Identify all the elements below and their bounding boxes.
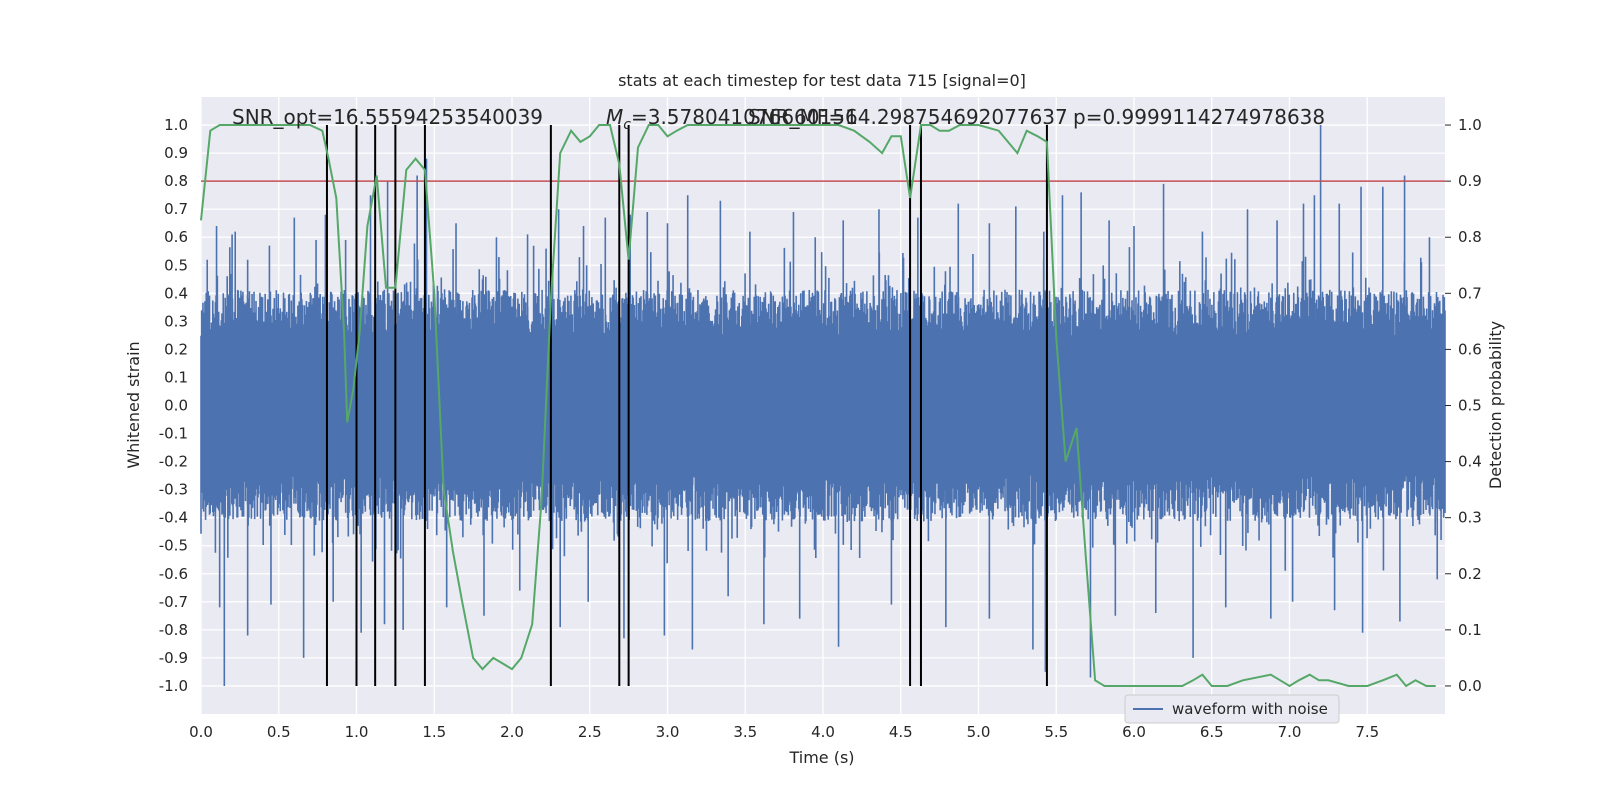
x-tick-label: 2.5 — [578, 723, 602, 741]
y-left-tick-label: 0.9 — [164, 144, 188, 162]
x-tick-label: 0.0 — [189, 723, 213, 741]
detection-probability-line — [200, 124, 1436, 688]
y-left-tick-label: 0.8 — [164, 172, 188, 190]
x-tick-label: 6.0 — [1122, 723, 1146, 741]
x-tick-label: 5.5 — [1044, 723, 1068, 741]
y-left-tick-label: -0.7 — [159, 593, 188, 611]
y-right-tick-label: 0.9 — [1458, 172, 1482, 190]
chirp-mass-annotation: Mc=3.578041076660156 — [606, 105, 858, 133]
y-left-tick-label: 0.3 — [164, 312, 188, 330]
legend-label-waveform: waveform with noise — [1172, 700, 1328, 718]
y-left-tick-label: 0.7 — [164, 200, 188, 218]
y-left-tick-label: 1.0 — [164, 116, 188, 134]
y-left-tick-label: -0.2 — [159, 453, 188, 471]
legend-box — [1124, 694, 1340, 724]
x-tick-label: 5.0 — [967, 723, 991, 741]
y-left-tick-label: -0.8 — [159, 621, 188, 639]
legend: waveform with noise — [1124, 694, 1340, 724]
y-left-tick-label: -0.4 — [159, 509, 188, 527]
y-right-tick-label: 0.5 — [1458, 397, 1482, 415]
chart-title: stats at each timestep for test data 715… — [618, 71, 1026, 90]
p-value-annotation: p=0.9999114274978638 — [1073, 105, 1325, 129]
y-right-tick-label: 0.6 — [1458, 340, 1482, 358]
y-left-tick-label: 0.0 — [164, 397, 188, 415]
x-tick-label: 4.5 — [889, 723, 913, 741]
y-right-tick-labels: 1.0 0.9 0.8 0.7 0.6 0.5 0.4 0.3 0.2 0.1 0.0 — [1445, 116, 1482, 695]
x-tick-label: 7.0 — [1278, 723, 1302, 741]
x-tick-label: 3.0 — [656, 723, 680, 741]
y-right-axis-label: Detection probability — [1486, 321, 1505, 489]
y-right-tick-label: 0.2 — [1458, 565, 1482, 583]
chirp-mass-symbol: M — [606, 105, 623, 129]
y-left-tick-label: -0.6 — [159, 565, 188, 583]
y-left-tick-label: 0.1 — [164, 368, 188, 386]
x-tick-label: 6.5 — [1200, 723, 1224, 741]
y-left-tick-label: -0.5 — [159, 537, 188, 555]
snr-mf-annotation: SNR_MF=14.298754692077637 — [748, 105, 1068, 129]
vertical-markers — [325, 125, 1048, 686]
y-right-tick-label: 0.1 — [1458, 621, 1482, 639]
y-right-tick-label: 0.0 — [1458, 677, 1482, 695]
y-left-tick-label: 0.6 — [164, 228, 188, 246]
x-tick-label: 2.0 — [500, 723, 524, 741]
y-left-tick-label: 0.2 — [164, 340, 188, 358]
x-tick-label: 0.5 — [267, 723, 291, 741]
x-tick-label: 1.5 — [422, 723, 446, 741]
y-left-axis-label: Whitened strain — [124, 341, 143, 468]
y-left-tick-label: -1.0 — [159, 677, 188, 695]
y-right-tick-label: 0.4 — [1458, 453, 1482, 471]
y-left-tick-labels: 1.0 0.9 0.8 0.7 0.6 0.5 0.4 0.3 0.2 0.1 0.0 -0.1 -0.… — [159, 116, 188, 695]
y-right-tick-label: 0.8 — [1458, 228, 1482, 246]
x-tick-labels: 0.0 0.5 1.0 1.5 2.0 2.5 3.0 3.5 4.0 4.5 5.0 5.5 6.0 6… — [189, 723, 1379, 741]
y-right-tick-label: 1.0 — [1458, 116, 1482, 134]
chirp-mass-subscript: c — [623, 117, 631, 133]
y-right-tick-label: 0.7 — [1458, 284, 1482, 302]
x-axis-label: Time (s) — [788, 748, 854, 767]
x-tick-label: 4.0 — [811, 723, 835, 741]
y-left-tick-label: 0.4 — [164, 284, 188, 302]
y-left-tick-label: -0.1 — [159, 425, 188, 443]
y-left-tick-label: 0.5 — [164, 256, 188, 274]
snr-opt-annotation: SNR_opt=16.55594253540039 — [232, 105, 543, 129]
chirp-mass-value: =3.578041076660156 — [631, 105, 858, 129]
x-tick-label: 1.0 — [345, 723, 369, 741]
x-tick-label: 7.5 — [1355, 723, 1379, 741]
y-left-tick-label: -0.3 — [159, 481, 188, 499]
y-right-tick-label: 0.3 — [1458, 509, 1482, 527]
x-tick-label: 3.5 — [733, 723, 757, 741]
y-left-tick-label: -0.9 — [159, 649, 188, 667]
